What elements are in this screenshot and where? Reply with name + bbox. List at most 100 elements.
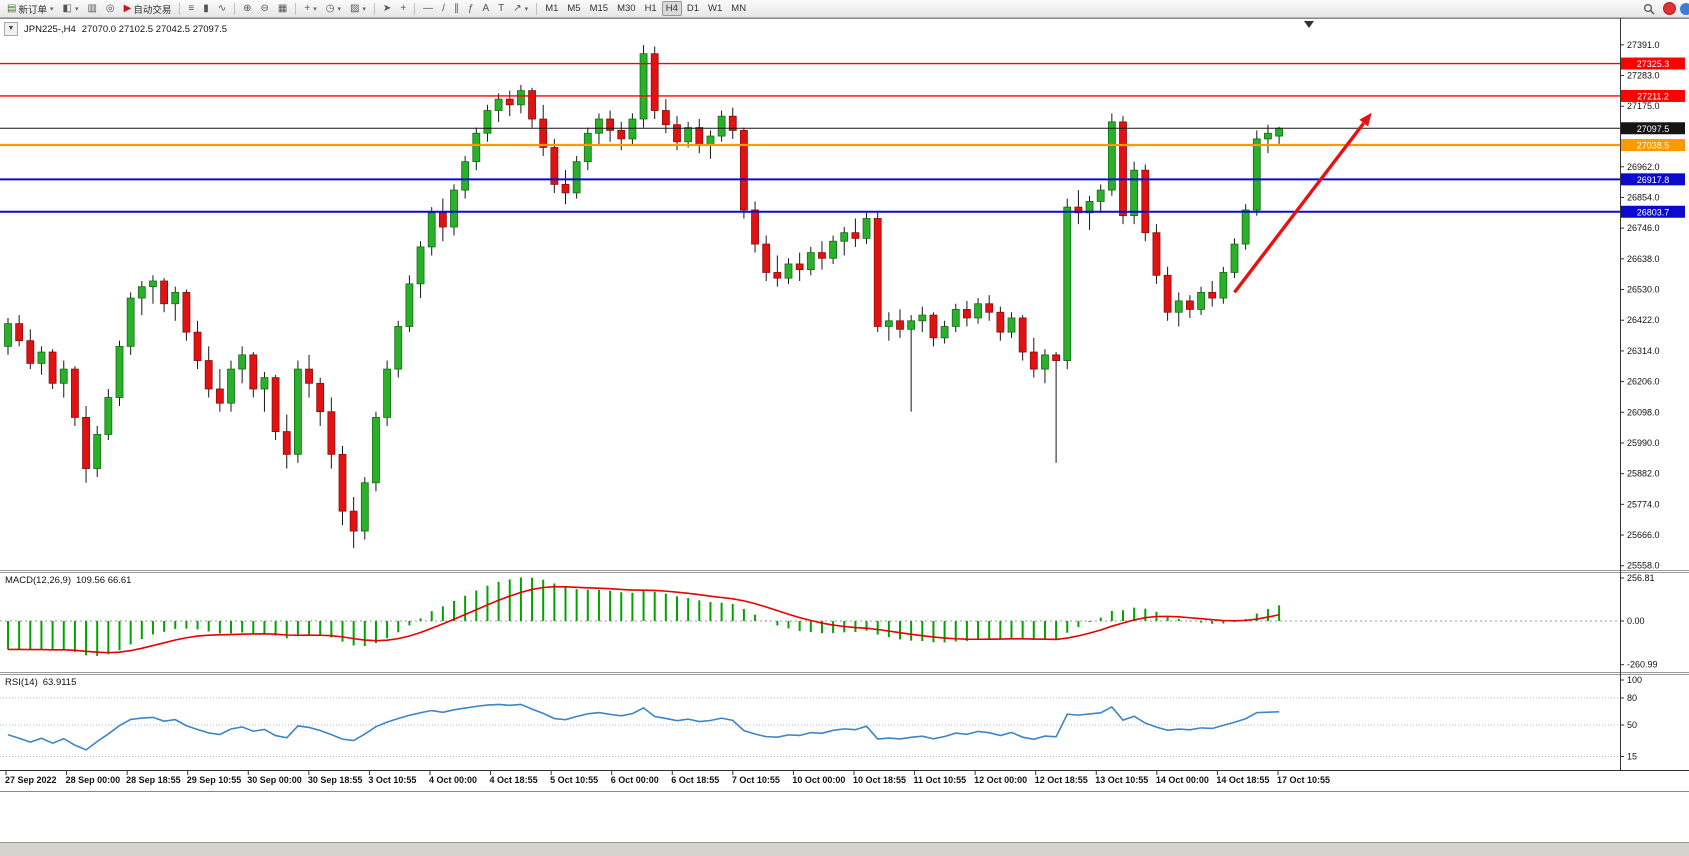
price-axis-label: 27175.0 <box>1627 101 1660 111</box>
window-gap <box>0 792 1689 842</box>
candle-body <box>383 368 392 418</box>
label-button[interactable]: T <box>494 1 508 16</box>
search-button[interactable] <box>1639 1 1659 16</box>
candle-body <box>740 129 748 211</box>
chevron-down-icon: ▾ <box>49 5 54 13</box>
time-axis-label: 6 Oct 18:55 <box>671 775 719 785</box>
candle-body <box>505 98 514 106</box>
timeframe-m15-button[interactable]: M15 <box>586 1 612 16</box>
cursor-button[interactable]: ➤ <box>379 1 395 16</box>
candle-body <box>1186 300 1194 310</box>
zoom-out-button[interactable]: ⊖ <box>257 1 273 16</box>
tile-windows-button[interactable]: ▦ <box>274 1 291 16</box>
time-axis-label: 7 Oct 10:55 <box>732 775 780 785</box>
templates-button[interactable]: ▨ ▾ <box>346 1 370 16</box>
crosshair-button[interactable]: + <box>396 1 410 16</box>
time-axis[interactable] <box>0 770 1689 791</box>
periods-icon: ◷ <box>325 2 335 14</box>
time-axis-label: 14 Oct 18:55 <box>1216 775 1269 785</box>
candle-body <box>171 291 180 305</box>
trendline-button[interactable]: / <box>438 1 449 16</box>
new-order-icon: ▤ <box>7 2 17 14</box>
candle-body <box>1007 317 1016 333</box>
chevron-down-icon: ▾ <box>362 5 366 13</box>
timeframe-mn-button[interactable]: MN <box>727 1 750 16</box>
candle-body <box>4 323 12 347</box>
price-level-badge-label: 27211.2 <box>1637 91 1669 101</box>
candle-body <box>71 368 79 418</box>
main-toolbar: ▤ 新订单 ▾ ◧ ▾ ▥ ◎ ▶ 自动交易 ≡ ▮ ∿ ⊕ ⊖ ▦ + ▾ ◷ ▾ ▨ ▾ ➤ + — / ∥ ƒ A T ↗ ▾ M1 M5… <box>0 0 1689 18</box>
trendline-icon: / <box>442 2 445 14</box>
new-order-button[interactable]: ▤ 新订单 ▾ <box>3 1 57 16</box>
channel-button[interactable]: ∥ <box>450 1 463 16</box>
price-axis-label: 26746.0 <box>1627 223 1660 233</box>
price-axis-label: 25666.0 <box>1627 530 1660 540</box>
indicators-button[interactable]: + ▾ <box>300 1 320 16</box>
candle-body <box>1163 274 1172 313</box>
quick-trade-expander-button[interactable]: ▼ <box>4 22 18 36</box>
hline-button[interactable]: — <box>419 1 437 16</box>
candle-body <box>595 118 603 134</box>
timeframe-m30-button[interactable]: M30 <box>613 1 639 16</box>
price-axis-label: 26206.0 <box>1627 377 1660 387</box>
rsi-axis-label: 80 <box>1627 693 1637 703</box>
timeframe-w1-button[interactable]: W1 <box>704 1 726 16</box>
chart-canvas[interactable]: 27391.0 27283.0 27175.0 26962.0 26854.0 26746… <box>0 18 1689 792</box>
candle-body <box>182 291 191 333</box>
autotrading-button[interactable]: ▶ 自动交易 <box>120 1 176 16</box>
candle-body <box>238 354 247 370</box>
candle-body <box>528 90 536 120</box>
new-chart-button[interactable]: ◧ ▾ <box>58 1 82 16</box>
time-axis-label: 28 Sep 18:55 <box>126 775 181 785</box>
notifications-icon[interactable] <box>1663 2 1676 15</box>
candle-body <box>840 232 849 242</box>
line-chart-button[interactable]: ∿ <box>214 1 230 16</box>
candle-body <box>483 110 492 134</box>
candle-body <box>561 183 570 194</box>
trend-arrow-head[interactable] <box>1359 112 1372 127</box>
toolbar-separator <box>373 2 375 15</box>
alerts-button[interactable]: ◎ <box>102 1 119 16</box>
periods-button[interactable]: ◷ ▾ <box>322 1 345 16</box>
zoom-in-button[interactable]: ⊕ <box>239 1 255 16</box>
text-button[interactable]: A <box>479 1 494 16</box>
timeframe-m5-button[interactable]: M5 <box>563 1 584 16</box>
timeframe-h4-button[interactable]: H4 <box>661 1 682 16</box>
price-level-badge-label: 26917.8 <box>1637 175 1670 185</box>
profiles-button[interactable]: ▥ <box>83 1 100 16</box>
trend-arrow-line[interactable] <box>1233 122 1366 294</box>
candle-body <box>260 377 269 390</box>
candle-body <box>695 127 704 146</box>
time-axis-label: 10 Oct 18:55 <box>853 775 906 785</box>
hline-icon: — <box>423 2 434 14</box>
candle-body <box>1107 121 1116 191</box>
price-axis-label: 27283.0 <box>1627 71 1660 81</box>
candle-body <box>1141 169 1150 234</box>
chart-shift-marker[interactable] <box>1304 21 1314 28</box>
candle-body <box>650 53 659 111</box>
autotrading-icon: ▶ <box>123 2 132 14</box>
candle-body <box>550 147 559 185</box>
candle-body <box>929 314 938 339</box>
timeframe-h1-button[interactable]: H1 <box>641 1 661 16</box>
candle-body <box>974 303 982 319</box>
bars-chart-button[interactable]: ≡ <box>184 1 198 16</box>
macd-signal-line <box>7 585 1280 654</box>
candle-body <box>305 368 313 384</box>
candle-body <box>1174 300 1183 313</box>
profiles-icon: ▥ <box>87 2 97 14</box>
time-axis-label: 28 Sep 00:00 <box>66 775 121 785</box>
timeframe-d1-button[interactable]: D1 <box>683 1 703 16</box>
community-icon[interactable] <box>1680 2 1689 15</box>
fibonacci-icon: ƒ <box>467 2 474 14</box>
candles-chart-button[interactable]: ▮ <box>199 1 213 16</box>
candle-body <box>762 243 771 273</box>
fibonacci-button[interactable]: ƒ <box>464 1 478 16</box>
candle-body <box>661 110 670 126</box>
candle-body <box>271 377 280 433</box>
arrows-button[interactable]: ↗ ▾ <box>509 1 532 16</box>
candle-body <box>372 417 380 484</box>
timeframe-m1-button[interactable]: M1 <box>541 1 562 16</box>
templates-icon: ▨ <box>349 2 360 14</box>
candle-body <box>907 320 916 330</box>
